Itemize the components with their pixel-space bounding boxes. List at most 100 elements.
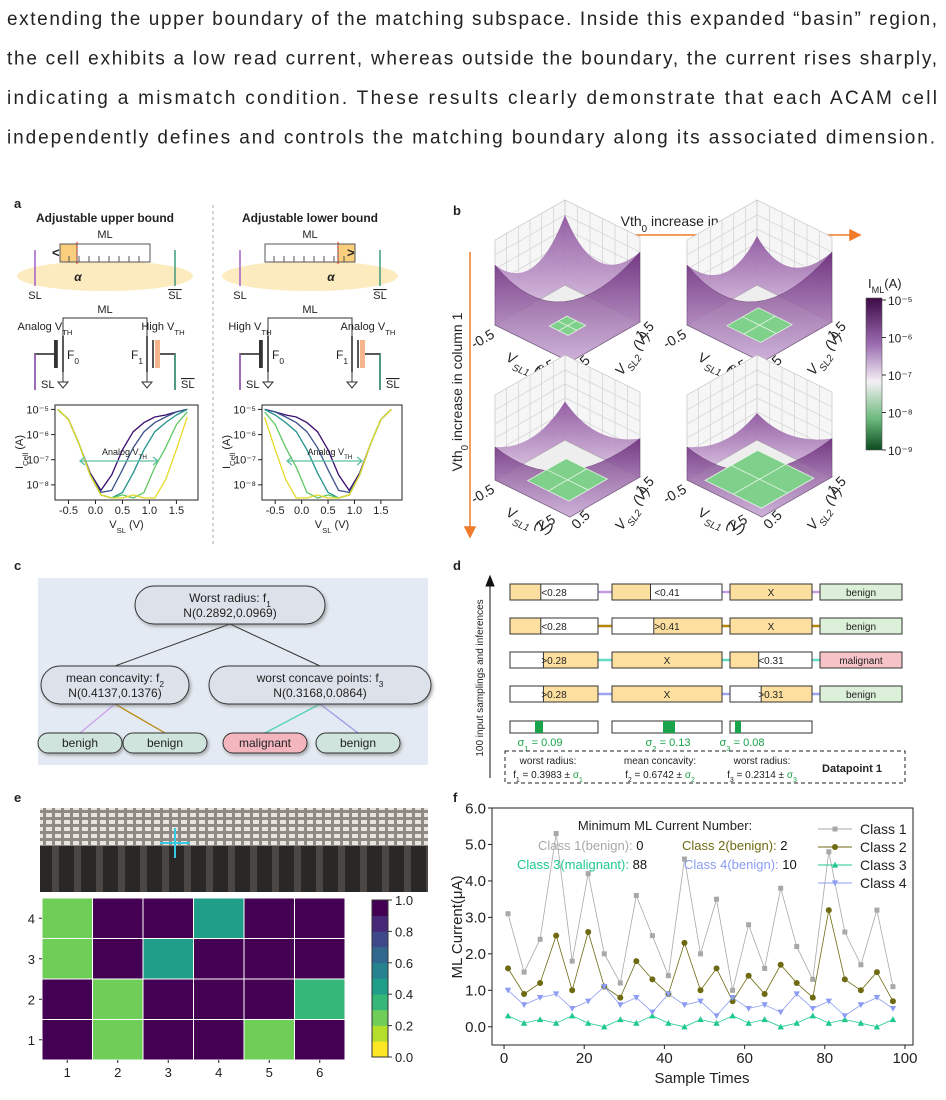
feature-name: mean concavity: bbox=[624, 756, 696, 767]
leaf-node bbox=[122, 732, 208, 754]
y-tick-label: 1.0 bbox=[465, 983, 486, 1000]
text-part: (V) bbox=[721, 514, 748, 537]
text-part: Vth bbox=[449, 450, 465, 471]
marker bbox=[730, 987, 736, 993]
y-tick-label: 3.0 bbox=[465, 910, 486, 927]
cursor-mark bbox=[160, 828, 190, 858]
legend-marker bbox=[831, 880, 839, 887]
leaf-node bbox=[315, 732, 401, 754]
marker bbox=[617, 994, 624, 1001]
text-part: (A) bbox=[221, 435, 233, 453]
y-tick-label: 0.0 bbox=[465, 1019, 486, 1036]
text-part: 0 bbox=[279, 356, 284, 366]
y-tick-label: 2.0 bbox=[465, 946, 486, 963]
marker bbox=[617, 1002, 624, 1009]
text-part: Cell bbox=[21, 452, 30, 466]
marker bbox=[505, 911, 511, 917]
marker bbox=[537, 980, 544, 987]
legend-marker bbox=[832, 844, 838, 850]
text-part: 88 bbox=[633, 857, 647, 872]
marker bbox=[794, 944, 800, 950]
colorbar-step bbox=[372, 947, 388, 964]
marker bbox=[729, 1012, 736, 1019]
text-part: Class 1(benign): bbox=[538, 838, 636, 853]
marker bbox=[585, 1019, 592, 1026]
text-part: F bbox=[67, 348, 74, 362]
marker bbox=[633, 1019, 640, 1026]
x-tick-label: 1.5 bbox=[373, 505, 388, 517]
sigma-fill bbox=[535, 721, 543, 733]
bound-bracket: > bbox=[347, 245, 355, 260]
ground bbox=[56, 372, 154, 389]
node-label: mean concavity: f2 bbox=[66, 671, 164, 689]
text-part: f bbox=[513, 770, 516, 781]
text-part: σ bbox=[573, 770, 580, 781]
schematic-title: Adjustable lower bound bbox=[242, 211, 378, 225]
heat-cell bbox=[243, 1019, 295, 1061]
y-tick-label: 10⁻⁸ bbox=[233, 480, 256, 492]
condition-fill bbox=[729, 583, 813, 601]
marker bbox=[649, 1009, 656, 1016]
result-cell bbox=[819, 583, 903, 601]
panel-label: b bbox=[453, 203, 461, 218]
sl-bar-label: SL bbox=[181, 379, 194, 391]
text-part: Worst radius: f bbox=[189, 591, 267, 605]
marker bbox=[617, 980, 623, 986]
condition-fill bbox=[653, 617, 723, 635]
text-part: 1 bbox=[524, 744, 528, 753]
ml-wire bbox=[62, 317, 148, 336]
marker bbox=[521, 969, 527, 975]
colorbar-title: IML(A) bbox=[868, 276, 902, 295]
condition-label: >0.31 bbox=[758, 690, 784, 701]
marker bbox=[746, 922, 752, 928]
axis-title: VSL1 (V) bbox=[694, 504, 748, 542]
text-part: Vth bbox=[621, 213, 642, 229]
marker bbox=[569, 987, 576, 994]
text-part: = 0.13 bbox=[657, 737, 691, 749]
text-part: = 0.3983 ± bbox=[520, 770, 573, 781]
x-axis-title: Sample Times bbox=[654, 1070, 749, 1087]
marker bbox=[857, 1019, 865, 1026]
text-part: 0 bbox=[642, 224, 648, 235]
datapoint-box bbox=[504, 750, 906, 784]
text-part: SL2 bbox=[817, 507, 836, 528]
result-cell bbox=[819, 651, 903, 669]
sigma-cell bbox=[729, 720, 813, 734]
sigma-fill bbox=[735, 721, 741, 733]
marker bbox=[536, 995, 544, 1001]
condition-label: X bbox=[768, 588, 775, 599]
condition-fill bbox=[729, 617, 813, 635]
heat-cell bbox=[294, 978, 346, 1020]
datapoint-label: Datapoint 1 bbox=[822, 763, 882, 775]
vth-label: High VTH bbox=[228, 321, 271, 337]
marker bbox=[553, 831, 559, 837]
x-tick-label: 4 bbox=[215, 1065, 222, 1080]
vth-label: High VTH bbox=[141, 321, 184, 337]
text-part: F bbox=[272, 348, 279, 362]
axis-title: VSL2 (V) bbox=[611, 328, 657, 381]
colorbar-step bbox=[372, 1041, 388, 1058]
text-part: TH bbox=[174, 328, 184, 337]
ml-label: ML bbox=[97, 304, 112, 316]
marker bbox=[713, 1019, 720, 1026]
surface-grid bbox=[494, 369, 641, 411]
text-part: Cell bbox=[228, 452, 237, 466]
node-distribution: N(0.4137,0.1376) bbox=[68, 686, 161, 700]
marker bbox=[857, 987, 864, 994]
y-axis-title: ICell (A) bbox=[14, 435, 30, 469]
gate bbox=[259, 340, 262, 368]
text-part: High V bbox=[228, 321, 262, 333]
heat-cell bbox=[41, 897, 93, 939]
y-tick-label: 3 bbox=[28, 952, 35, 967]
text-part: worst concave points: f bbox=[256, 671, 380, 685]
text-part: 0 bbox=[460, 444, 471, 450]
colorbar-step bbox=[372, 900, 388, 916]
x-tick-label: 40 bbox=[656, 1050, 673, 1067]
text-part: F bbox=[336, 348, 343, 362]
heat-cell bbox=[193, 938, 245, 980]
y-tick-label: 10⁻⁷ bbox=[234, 455, 256, 467]
axis-title: 100 input samplings and inferences bbox=[475, 599, 486, 756]
result-label: benign bbox=[846, 690, 876, 701]
marker bbox=[649, 933, 655, 939]
axis-title: VSL2 (V) bbox=[803, 328, 849, 381]
